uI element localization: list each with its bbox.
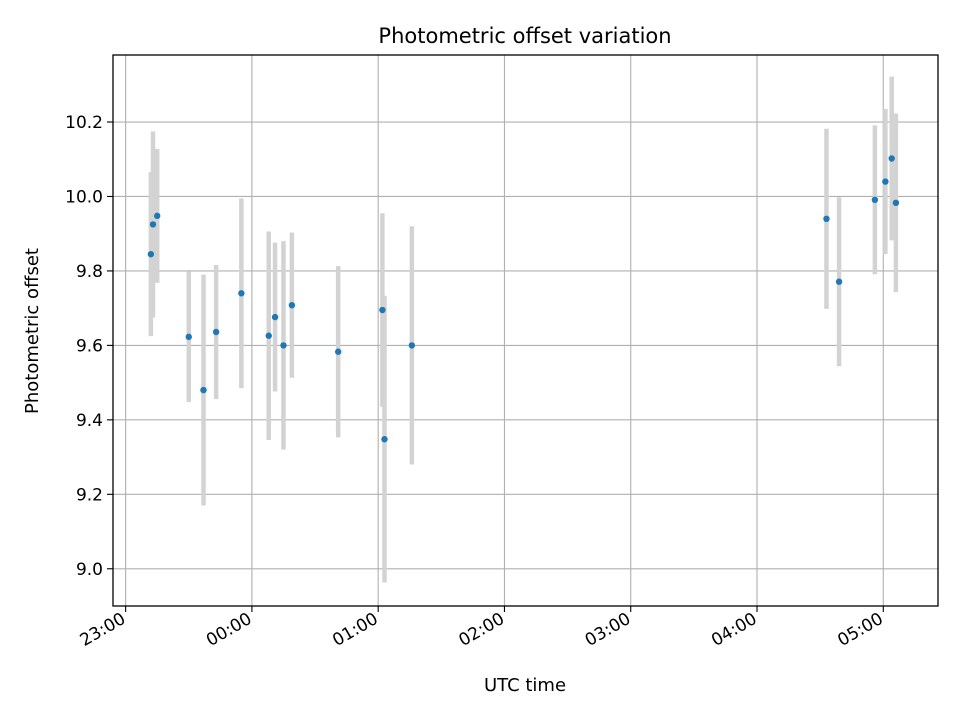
data-point — [823, 215, 830, 223]
plot-frame — [112, 54, 939, 607]
data-point — [379, 306, 386, 314]
data-point — [153, 212, 161, 220]
y-tick-label: 9.6 — [76, 336, 103, 356]
data-point — [212, 328, 220, 336]
data-point — [265, 332, 272, 339]
data-point — [185, 333, 192, 341]
data-point — [334, 348, 342, 355]
data-point — [888, 155, 895, 162]
data-point — [280, 342, 287, 349]
y-tick-label: 9.0 — [76, 560, 103, 580]
y-axis-ticks: 9.0 9.2 9.4 9.6 9.8 10.0 10.2 — [65, 113, 113, 580]
y-tick-label: 9.8 — [76, 262, 103, 282]
y-tick-label: 9.4 — [76, 411, 103, 431]
y-tick-label: 9.2 — [76, 485, 103, 505]
data-points — [147, 155, 900, 443]
data-point — [892, 199, 900, 207]
data-point — [147, 250, 155, 258]
data-point — [271, 313, 279, 321]
data-point — [882, 178, 889, 185]
data-point — [238, 290, 245, 297]
data-point — [288, 301, 296, 309]
data-point — [408, 342, 416, 349]
y-axis-label: Photometric offset — [22, 248, 43, 414]
data-point — [200, 386, 207, 394]
grid — [113, 55, 938, 606]
y-tick-label: 10.2 — [65, 113, 103, 133]
chart-title: Photometric offset variation — [378, 24, 671, 48]
y-tick-label: 10.0 — [65, 187, 103, 207]
data-point — [835, 278, 843, 285]
data-point — [149, 221, 157, 228]
data-point — [871, 196, 879, 204]
x-axis-label: UTC time — [484, 675, 566, 696]
data-point — [381, 436, 388, 443]
